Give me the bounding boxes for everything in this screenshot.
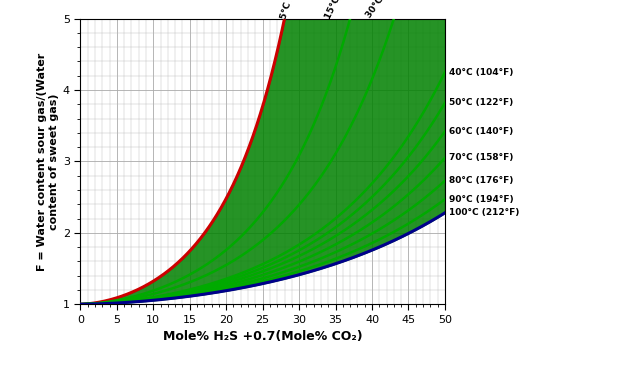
Text: 90°C (194°F): 90°C (194°F) [449,195,513,204]
Text: 40°C (104°F): 40°C (104°F) [449,68,513,77]
Y-axis label: F = Water content sour gas/(Water
content of sweet gas): F = Water content sour gas/(Water conten… [37,52,59,270]
Text: 15°C (58°F): 15°C (58°F) [324,0,357,20]
Text: 70°C (158°F): 70°C (158°F) [449,153,513,162]
Text: 50°C (122°F): 50°C (122°F) [449,98,513,107]
Text: 5°C (41°F): 5°C (41°F) [279,0,303,20]
Text: 80°C (176°F): 80°C (176°F) [449,176,513,185]
Text: 60°C (140°F): 60°C (140°F) [449,127,513,136]
Text: 100°C (212°F): 100°C (212°F) [449,208,519,217]
X-axis label: Mole% H₂S +0.7(Mole% CO₂): Mole% H₂S +0.7(Mole% CO₂) [163,330,363,343]
Text: 30°C (86°F): 30°C (86°F) [365,0,405,20]
